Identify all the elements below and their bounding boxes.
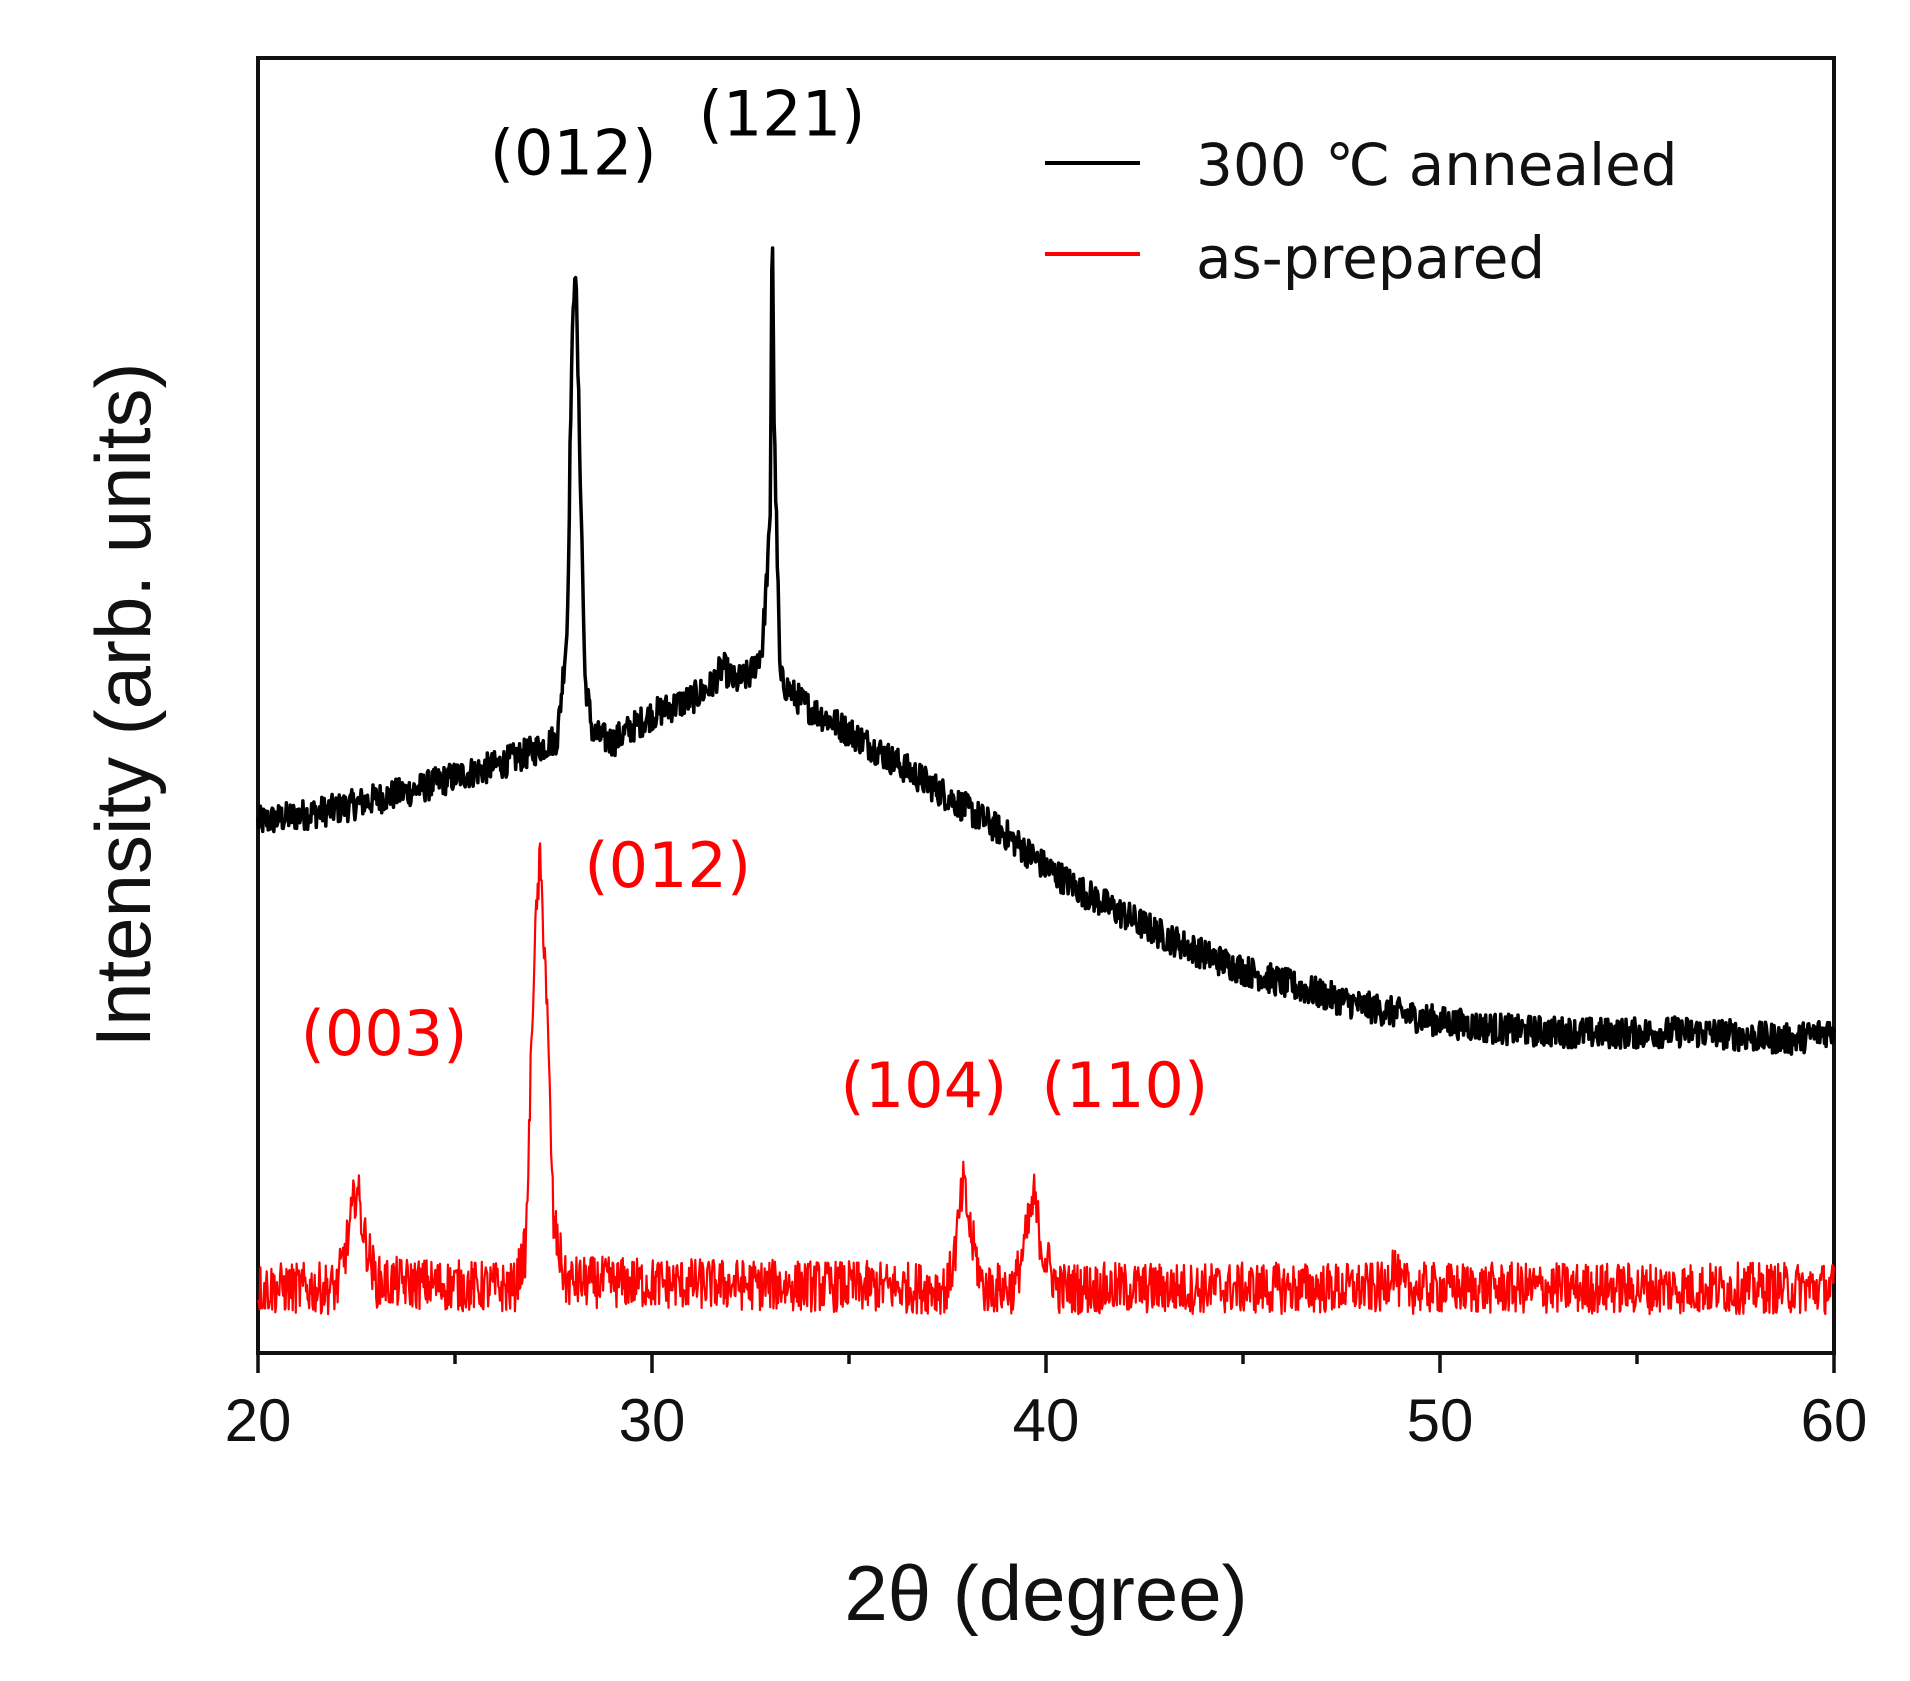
- peak-label: (003): [301, 997, 468, 1070]
- x-tick-label: 60: [1801, 1387, 1868, 1454]
- y-axis-title: Intensity (arb. units): [79, 363, 167, 1048]
- x-tick-label: 40: [1013, 1387, 1080, 1454]
- peak-label: (121): [699, 78, 866, 151]
- series-line-annealed: [256, 246, 1836, 1056]
- legend-label-annealed: 300 ℃ annealed: [1196, 131, 1678, 199]
- x-tick-label: 30: [619, 1387, 686, 1454]
- legend: 300 ℃ annealed as-prepared: [1045, 131, 1678, 292]
- peak-label: (012): [584, 829, 751, 902]
- peak-label: (104): [841, 1049, 1008, 1122]
- x-tick-label: 20: [225, 1387, 292, 1454]
- x-axis-ticks: 20 30 40 50 60: [225, 1353, 1868, 1454]
- x-axis-title: 2θ (degree): [844, 1549, 1247, 1637]
- legend-label-as-prepared: as-prepared: [1196, 224, 1545, 292]
- x-tick-label: 50: [1407, 1387, 1474, 1454]
- series-layer: [256, 246, 1836, 1316]
- peak-label: (012): [490, 117, 657, 190]
- series-line-as-prepared: [256, 842, 1836, 1316]
- peak-label: (110): [1041, 1049, 1208, 1122]
- peak-annotations: (012) (121) (003) (012) (104) (110): [301, 78, 1208, 1122]
